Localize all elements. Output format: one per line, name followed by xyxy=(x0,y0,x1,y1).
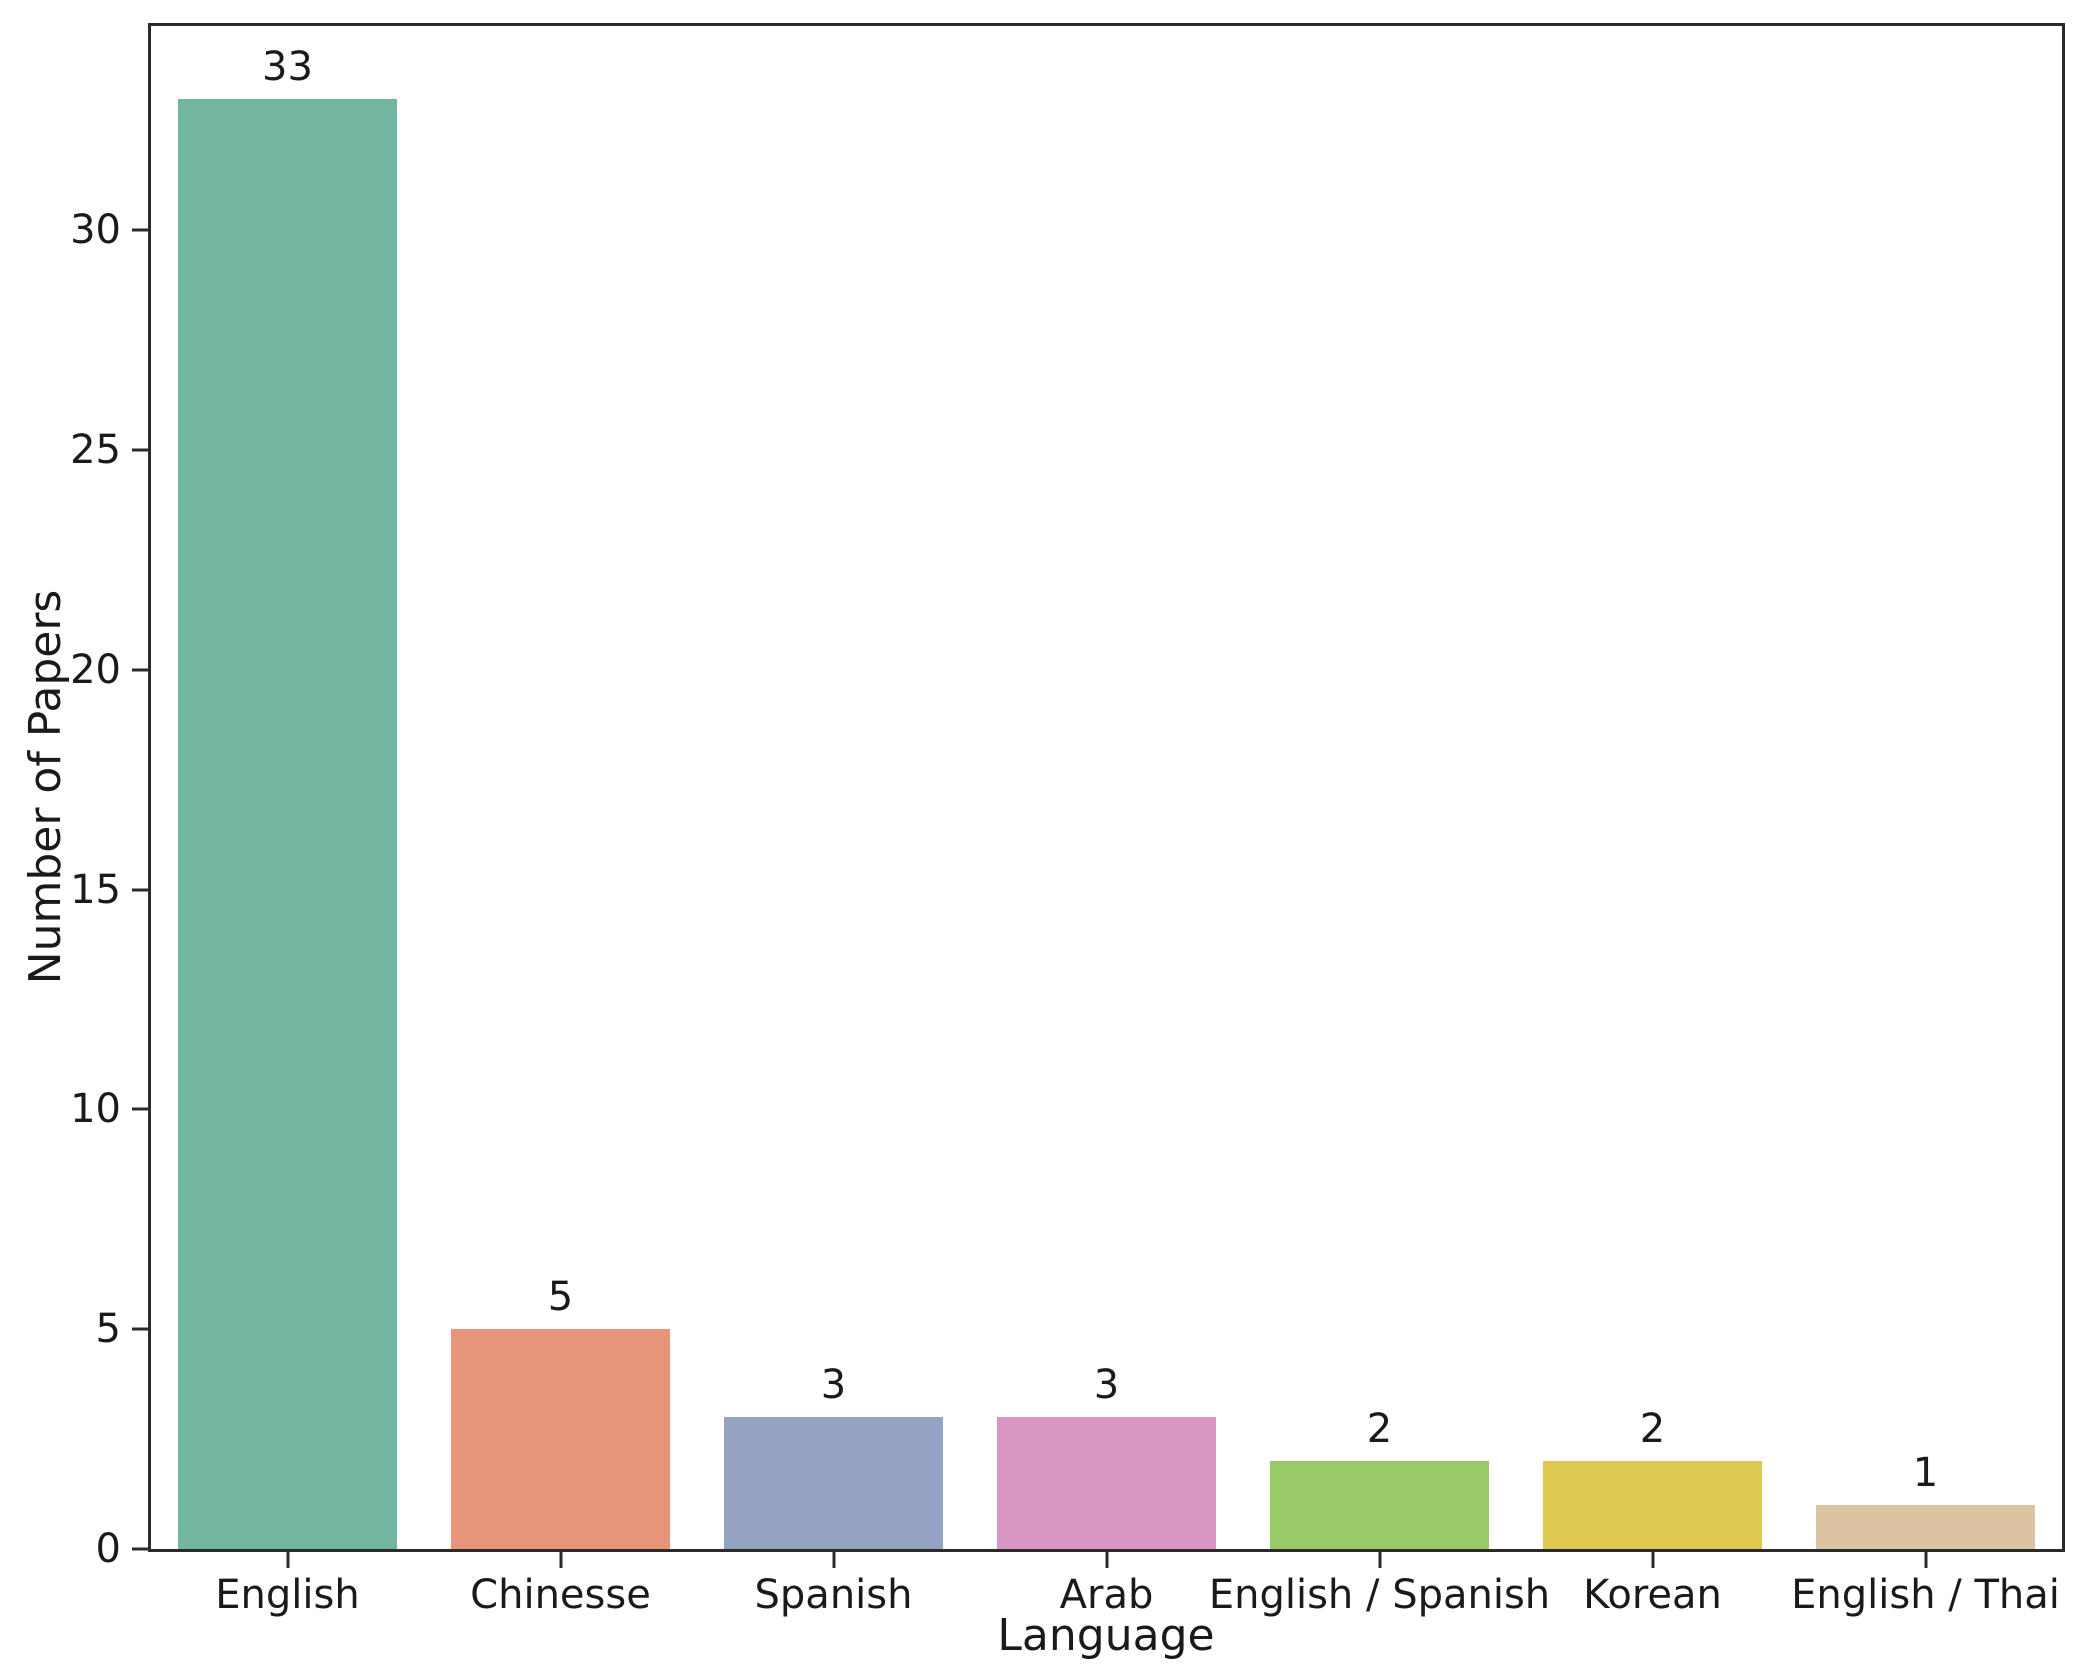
bar-korean xyxy=(1543,1461,1762,1549)
bar-english-spanish xyxy=(1270,1461,1489,1549)
x-tick-mark xyxy=(286,1552,289,1568)
y-tick-label: 10 xyxy=(70,1086,121,1133)
bar-value-label: 2 xyxy=(1366,1406,1393,1453)
x-tick-label: English / Spanish xyxy=(1208,1572,1551,1618)
bar-chinesse xyxy=(451,1329,670,1549)
y-tick-mark xyxy=(132,228,148,232)
y-tick-label: 0 xyxy=(95,1526,121,1572)
x-tick-mark xyxy=(832,1552,835,1568)
y-tick-mark xyxy=(132,1547,148,1551)
y-tick-label: 25 xyxy=(70,427,121,474)
bar-value-label: 3 xyxy=(1093,1362,1120,1409)
bar-spanish xyxy=(724,1417,943,1549)
x-tick-label: English / Thai xyxy=(1791,1572,2060,1618)
bar-english xyxy=(178,98,397,1549)
bar-english-thai xyxy=(1816,1505,2035,1549)
plot-area: 33 English 5 Chinesse 3 Spanish 3 Arab 2 English … xyxy=(70,23,2065,1615)
x-tick-label: Chinesse xyxy=(470,1572,651,1618)
y-tick-label: 5 xyxy=(95,1306,121,1353)
x-axis-title: Language xyxy=(997,1610,1215,1661)
bar-value-label: 2 xyxy=(1639,1406,1666,1453)
bar-arab xyxy=(997,1417,1216,1549)
y-tick-label: 20 xyxy=(70,646,121,693)
x-tick-label: Spanish xyxy=(754,1572,913,1618)
bar-value-label: 5 xyxy=(547,1274,574,1321)
x-tick-mark xyxy=(559,1552,562,1568)
x-tick-mark xyxy=(1105,1552,1108,1568)
y-tick-label: 30 xyxy=(70,207,121,254)
x-tick-label: English xyxy=(215,1572,360,1618)
y-tick-mark xyxy=(132,888,148,892)
y-tick-mark xyxy=(132,448,148,452)
bar-value-label: 33 xyxy=(262,43,313,90)
x-tick-mark xyxy=(1651,1552,1654,1568)
bar-value-label: 3 xyxy=(820,1362,847,1409)
x-tick-mark xyxy=(1378,1552,1381,1568)
y-tick-mark xyxy=(132,1327,148,1331)
bar-value-label: 1 xyxy=(1912,1450,1939,1497)
x-tick-label: Arab xyxy=(1059,1572,1154,1618)
y-tick-mark xyxy=(132,668,148,672)
y-tick-mark xyxy=(132,1107,148,1111)
y-axis-title: Number of Papers xyxy=(20,589,71,985)
y-tick-label: 15 xyxy=(70,866,121,913)
x-tick-mark xyxy=(1924,1552,1927,1568)
x-tick-label: Korean xyxy=(1583,1572,1722,1618)
